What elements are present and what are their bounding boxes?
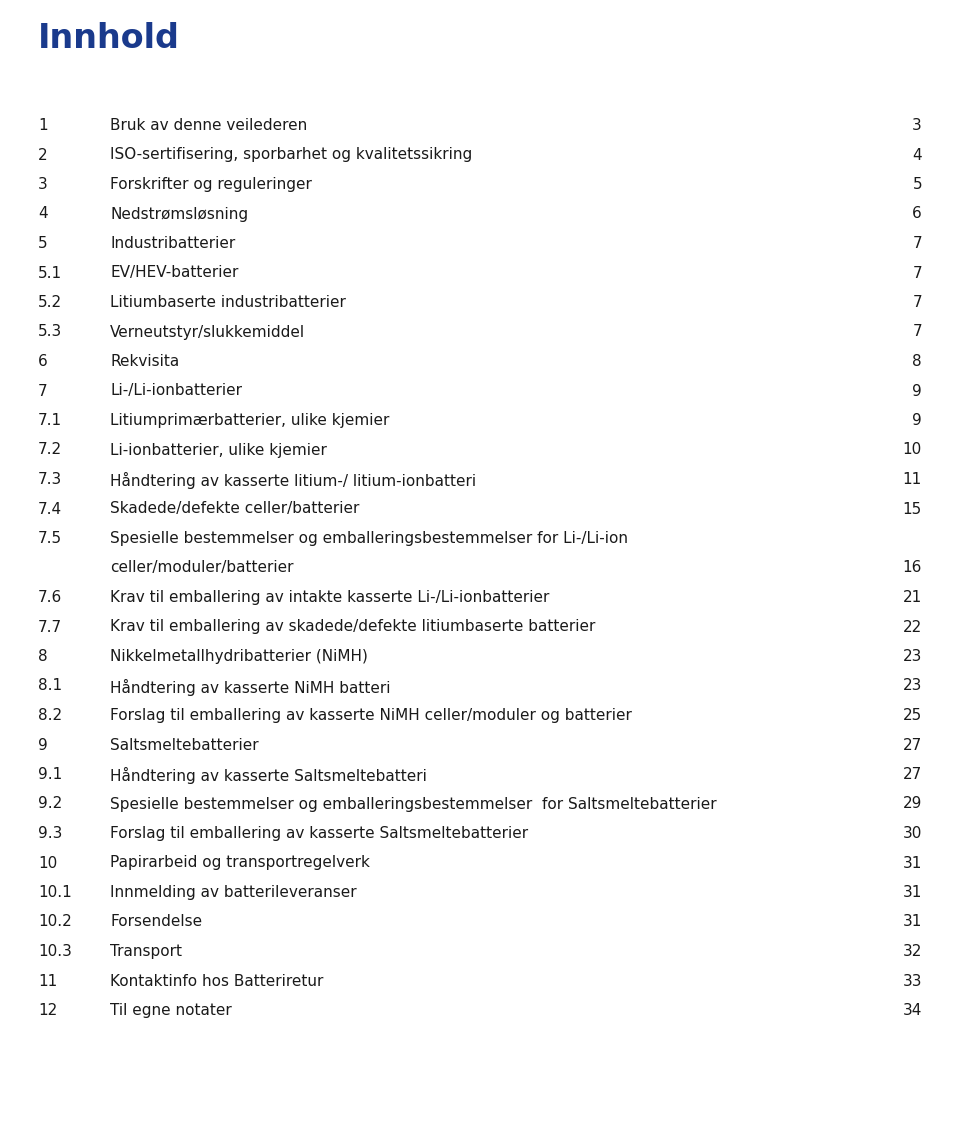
Text: 5: 5 xyxy=(38,236,48,251)
Text: 8: 8 xyxy=(912,354,922,369)
Text: Li-ionbatterier, ulike kjemier: Li-ionbatterier, ulike kjemier xyxy=(110,442,326,458)
Text: 11: 11 xyxy=(38,973,58,989)
Text: 7.7: 7.7 xyxy=(38,619,62,635)
Text: Håndtering av kasserte NiMH batteri: Håndtering av kasserte NiMH batteri xyxy=(110,678,391,695)
Text: 9.3: 9.3 xyxy=(38,826,62,841)
Text: 23: 23 xyxy=(902,649,922,664)
Text: 10.3: 10.3 xyxy=(38,944,72,959)
Text: 27: 27 xyxy=(902,767,922,782)
Text: 15: 15 xyxy=(902,501,922,516)
Text: 32: 32 xyxy=(902,944,922,959)
Text: 27: 27 xyxy=(902,738,922,753)
Text: 7.4: 7.4 xyxy=(38,501,62,516)
Text: Papirarbeid og transportregelverk: Papirarbeid og transportregelverk xyxy=(110,855,370,870)
Text: 6: 6 xyxy=(912,207,922,222)
Text: Saltsmeltebatterier: Saltsmeltebatterier xyxy=(110,738,258,753)
Text: 3: 3 xyxy=(912,118,922,132)
Text: Litiumbaserte industribatterier: Litiumbaserte industribatterier xyxy=(110,295,346,309)
Text: ISO-sertifisering, sporbarhet og kvalitetssikring: ISO-sertifisering, sporbarhet og kvalite… xyxy=(110,147,472,162)
Text: 9.2: 9.2 xyxy=(38,796,62,812)
Text: 5: 5 xyxy=(912,177,922,192)
Text: celler/moduler/batterier: celler/moduler/batterier xyxy=(110,560,294,576)
Text: 8.2: 8.2 xyxy=(38,708,62,723)
Text: 31: 31 xyxy=(902,855,922,870)
Text: 9: 9 xyxy=(912,384,922,399)
Text: Spesielle bestemmelser og emballeringsbestemmelser  for Saltsmeltebatterier: Spesielle bestemmelser og emballeringsbe… xyxy=(110,796,716,812)
Text: 7: 7 xyxy=(38,384,48,399)
Text: 31: 31 xyxy=(902,915,922,930)
Text: 10: 10 xyxy=(38,855,58,870)
Text: 7: 7 xyxy=(912,295,922,309)
Text: 34: 34 xyxy=(902,1003,922,1018)
Text: 12: 12 xyxy=(38,1003,58,1018)
Text: Litiumprimærbatterier, ulike kjemier: Litiumprimærbatterier, ulike kjemier xyxy=(110,413,390,428)
Text: Håndtering av kasserte Saltsmeltebatteri: Håndtering av kasserte Saltsmeltebatteri xyxy=(110,767,427,785)
Text: 31: 31 xyxy=(902,885,922,900)
Text: Forslag til emballering av kasserte Saltsmeltebatterier: Forslag til emballering av kasserte Salt… xyxy=(110,826,528,841)
Text: Industribatterier: Industribatterier xyxy=(110,236,235,251)
Text: Nikkelmetallhydribatterier (NiMH): Nikkelmetallhydribatterier (NiMH) xyxy=(110,649,368,664)
Text: Innmelding av batterileveranser: Innmelding av batterileveranser xyxy=(110,885,356,900)
Text: Kontaktinfo hos Batteriretur: Kontaktinfo hos Batteriretur xyxy=(110,973,324,989)
Text: 7.1: 7.1 xyxy=(38,413,62,428)
Text: Skadede/defekte celler/batterier: Skadede/defekte celler/batterier xyxy=(110,501,359,516)
Text: 7.3: 7.3 xyxy=(38,472,62,486)
Text: 29: 29 xyxy=(902,796,922,812)
Text: 4: 4 xyxy=(38,207,48,222)
Text: 5.1: 5.1 xyxy=(38,265,62,281)
Text: Til egne notater: Til egne notater xyxy=(110,1003,231,1018)
Text: 22: 22 xyxy=(902,619,922,635)
Text: Li-/Li-ionbatterier: Li-/Li-ionbatterier xyxy=(110,384,242,399)
Text: 10.1: 10.1 xyxy=(38,885,72,900)
Text: Innhold: Innhold xyxy=(38,22,180,55)
Text: Bruk av denne veilederen: Bruk av denne veilederen xyxy=(110,118,307,132)
Text: 7: 7 xyxy=(912,324,922,339)
Text: 7.2: 7.2 xyxy=(38,442,62,458)
Text: 10: 10 xyxy=(902,442,922,458)
Text: 16: 16 xyxy=(902,560,922,576)
Text: 6: 6 xyxy=(38,354,48,369)
Text: 33: 33 xyxy=(902,973,922,989)
Text: 3: 3 xyxy=(38,177,48,192)
Text: 8.1: 8.1 xyxy=(38,678,62,693)
Text: Transport: Transport xyxy=(110,944,182,959)
Text: 30: 30 xyxy=(902,826,922,841)
Text: Forskrifter og reguleringer: Forskrifter og reguleringer xyxy=(110,177,312,192)
Text: Håndtering av kasserte litium-/ litium-ionbatteri: Håndtering av kasserte litium-/ litium-i… xyxy=(110,472,476,489)
Text: Rekvisita: Rekvisita xyxy=(110,354,180,369)
Text: 21: 21 xyxy=(902,590,922,605)
Text: 9: 9 xyxy=(38,738,48,753)
Text: 5.2: 5.2 xyxy=(38,295,62,309)
Text: 2: 2 xyxy=(38,147,48,162)
Text: Forslag til emballering av kasserte NiMH celler/moduler og batterier: Forslag til emballering av kasserte NiMH… xyxy=(110,708,632,723)
Text: Verneutstyr/slukkemiddel: Verneutstyr/slukkemiddel xyxy=(110,324,305,339)
Text: Spesielle bestemmelser og emballeringsbestemmelser for Li-/Li-ion: Spesielle bestemmelser og emballeringsbe… xyxy=(110,531,628,546)
Text: Krav til emballering av intakte kasserte Li-/Li-ionbatterier: Krav til emballering av intakte kasserte… xyxy=(110,590,549,605)
Text: EV/HEV-batterier: EV/HEV-batterier xyxy=(110,265,238,281)
Text: 9: 9 xyxy=(912,413,922,428)
Text: 23: 23 xyxy=(902,678,922,693)
Text: 10.2: 10.2 xyxy=(38,915,72,930)
Text: 7.6: 7.6 xyxy=(38,590,62,605)
Text: 9.1: 9.1 xyxy=(38,767,62,782)
Text: 25: 25 xyxy=(902,708,922,723)
Text: 7.5: 7.5 xyxy=(38,531,62,546)
Text: Krav til emballering av skadede/defekte litiumbaserte batterier: Krav til emballering av skadede/defekte … xyxy=(110,619,595,635)
Text: 7: 7 xyxy=(912,265,922,281)
Text: 5.3: 5.3 xyxy=(38,324,62,339)
Text: Nedstrømsløsning: Nedstrømsløsning xyxy=(110,207,248,222)
Text: Forsendelse: Forsendelse xyxy=(110,915,203,930)
Text: 8: 8 xyxy=(38,649,48,664)
Text: 11: 11 xyxy=(902,472,922,486)
Text: 1: 1 xyxy=(38,118,48,132)
Text: 4: 4 xyxy=(912,147,922,162)
Text: 7: 7 xyxy=(912,236,922,251)
